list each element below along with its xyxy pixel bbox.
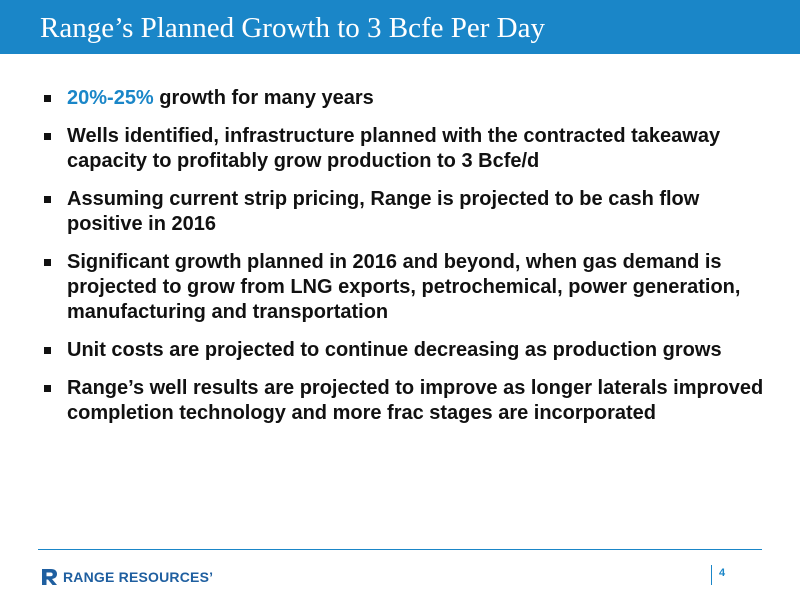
bullet-text: Significant growth planned in 2016 and b…: [67, 251, 741, 323]
bullet-item: Unit costs are projected to continue dec…: [44, 338, 764, 363]
bullet-item: Significant growth planned in 2016 and b…: [44, 250, 764, 325]
bullet-text: Range’s well results are projected to im…: [67, 377, 764, 424]
bullet-list: 20%-25% growth for many years Wells iden…: [44, 86, 764, 439]
square-bullet-icon: [44, 347, 51, 354]
square-bullet-icon: [44, 196, 51, 203]
bullet-text: Assuming current strip pricing, Range is…: [67, 188, 700, 235]
square-bullet-icon: [44, 259, 51, 266]
bullet-text: Wells identified, infrastructure planned…: [67, 125, 721, 172]
range-resources-logo-icon: [42, 569, 57, 585]
bullet-text: Unit costs are projected to continue dec…: [67, 339, 722, 361]
bullet-item: Assuming current strip pricing, Range is…: [44, 187, 764, 237]
range-resources-logo: RANGE RESOURCES’: [40, 566, 213, 588]
square-bullet-icon: [44, 385, 51, 392]
bullet-text: growth for many years: [153, 87, 374, 109]
bullet-item: 20%-25% growth for many years: [44, 86, 764, 111]
title-bar: Range’s Planned Growth to 3 Bcfe Per Day: [0, 0, 800, 54]
page-number-divider: [711, 565, 712, 585]
logo-text: RANGE RESOURCES: [63, 569, 210, 585]
bullet-item: Range’s well results are projected to im…: [44, 376, 764, 426]
growth-rate-highlight: 20%-25%: [67, 87, 154, 109]
slide-title: Range’s Planned Growth to 3 Bcfe Per Day: [40, 12, 545, 44]
footer-divider: [38, 549, 762, 550]
square-bullet-icon: [44, 95, 51, 102]
page-number: 4: [719, 567, 726, 579]
square-bullet-icon: [44, 133, 51, 140]
logo-mark: ’: [209, 569, 214, 585]
bullet-item: Wells identified, infrastructure planned…: [44, 124, 764, 174]
